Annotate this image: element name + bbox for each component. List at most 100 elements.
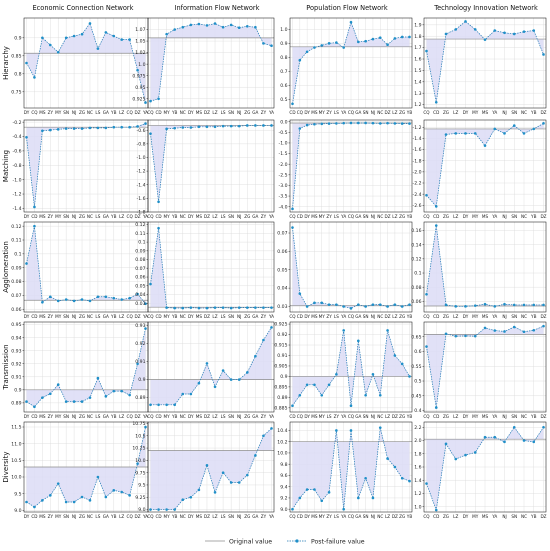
post-failure-point [473,28,477,31]
post-failure-point [80,400,84,403]
y-tick-label: 0.9 [14,35,21,41]
x-tick-label: GA [103,514,109,519]
x-tick-label: ZY [261,514,267,519]
post-failure-point [503,440,506,444]
x-tick-label: DY [188,214,194,219]
y-tick-label: 11.0 [11,441,21,447]
post-failure-point [205,24,209,27]
post-failure-series [292,427,410,510]
difference-area [426,427,544,511]
y-tick-label: 0.08 [11,279,21,285]
y-tick-label: 0.06 [277,249,287,255]
y-tick-label: -0.4 [13,134,22,140]
post-failure-point [400,35,404,39]
post-failure-point [33,76,36,79]
post-failure-point [197,22,201,26]
x-tick-label: DZ [204,110,210,115]
x-tick-label: YA [340,214,346,219]
post-failure-series [150,428,272,510]
post-failure-point [197,381,201,385]
y-tick-label: 0.9 [138,377,145,383]
x-tick-label: LZ [119,110,124,115]
y-tick-label: -4.0 [279,204,288,210]
x-tick-label: LZ [212,414,217,419]
axes-frame [289,421,413,513]
post-failure-point [80,32,84,36]
x-tick-label: SN [511,110,517,115]
y-tick-label: 0.905 [274,364,287,370]
x-tick-label: SN [228,314,234,319]
y-tick-label: -0.8 [137,141,146,147]
post-failure-point [473,334,477,338]
y-tick-label: -2.6 [413,203,422,209]
post-failure-point [305,488,309,491]
x-tick-label: MS [482,110,489,115]
post-failure-point [483,144,487,147]
x-tick-label: NC [521,110,527,115]
x-tick-label: YB [171,514,178,519]
x-tick-label: LS [334,314,339,319]
x-tick-label: ZY [261,214,267,219]
x-tick-label: CQ [127,110,134,115]
post-failure-point [493,435,497,439]
post-failure-point [349,121,353,125]
y-tick-label: -0.6 [137,128,146,134]
post-failure-point [88,22,92,25]
post-failure-point [262,338,265,342]
x-tick-label: MS [196,514,203,519]
row-label: Matching [2,150,10,182]
x-tick-label: MY [55,110,62,115]
post-failure-point [503,31,506,35]
x-tick-label: MY [164,514,171,519]
x-tick-label: NC [521,214,527,219]
post-failure-point [444,133,448,136]
y-tick-label: 1.8 [414,34,421,40]
post-failure-point [483,326,487,330]
post-failure-point [213,491,217,494]
post-failure-point [320,499,324,503]
post-failure-point [88,499,92,502]
x-tick-label: NC [377,514,383,519]
x-tick-label: NC [377,214,383,219]
post-failure-point [33,405,36,409]
x-tick-label: CQ [289,214,296,219]
post-failure-point [72,400,76,403]
y-tick-label: 0.92 [135,341,145,347]
post-failure-point [173,126,176,130]
y-tick-label: -1.5 [279,151,288,157]
post-failure-series [26,226,146,304]
y-tick-label: 0.04 [277,286,287,292]
x-tick-label: NJ [72,414,76,419]
x-tick-label: LZ [119,314,124,319]
y-tick-label: 9.6 [280,473,287,479]
column-title: Technology Innovation Network [433,4,538,12]
post-failure-point [56,383,60,386]
y-tick-label: -2.0 [279,162,288,168]
y-tick-label: 0.07 [11,293,21,299]
post-failure-point [181,392,185,396]
x-tick-label: DZ [540,414,546,419]
x-tick-label: ZG [399,414,405,419]
x-tick-label: NJ [502,314,506,319]
x-tick-label: LZ [453,110,458,115]
post-failure-point [136,292,139,296]
post-failure-point [454,28,458,31]
post-failure-point [434,205,438,208]
difference-area [150,428,272,510]
post-failure-point [425,345,428,348]
post-failure-point [483,38,487,41]
post-failure-point [262,42,265,45]
legend: Original value Post-failure value [205,539,365,546]
x-tick-label: MS [39,110,46,115]
y-tick-label: -3.0 [279,183,288,189]
x-tick-label: CQ [423,514,430,519]
y-tick-label: 0.93 [11,348,21,354]
y-tick-label: -1.8 [413,158,422,164]
x-tick-label: NJ [371,314,375,319]
post-failure-series [26,123,146,208]
post-failure-series [26,22,146,103]
post-failure-point [425,482,428,485]
y-tick-label: 0.0 [280,119,287,125]
x-tick-label: MS [482,214,489,219]
difference-area [150,125,272,202]
